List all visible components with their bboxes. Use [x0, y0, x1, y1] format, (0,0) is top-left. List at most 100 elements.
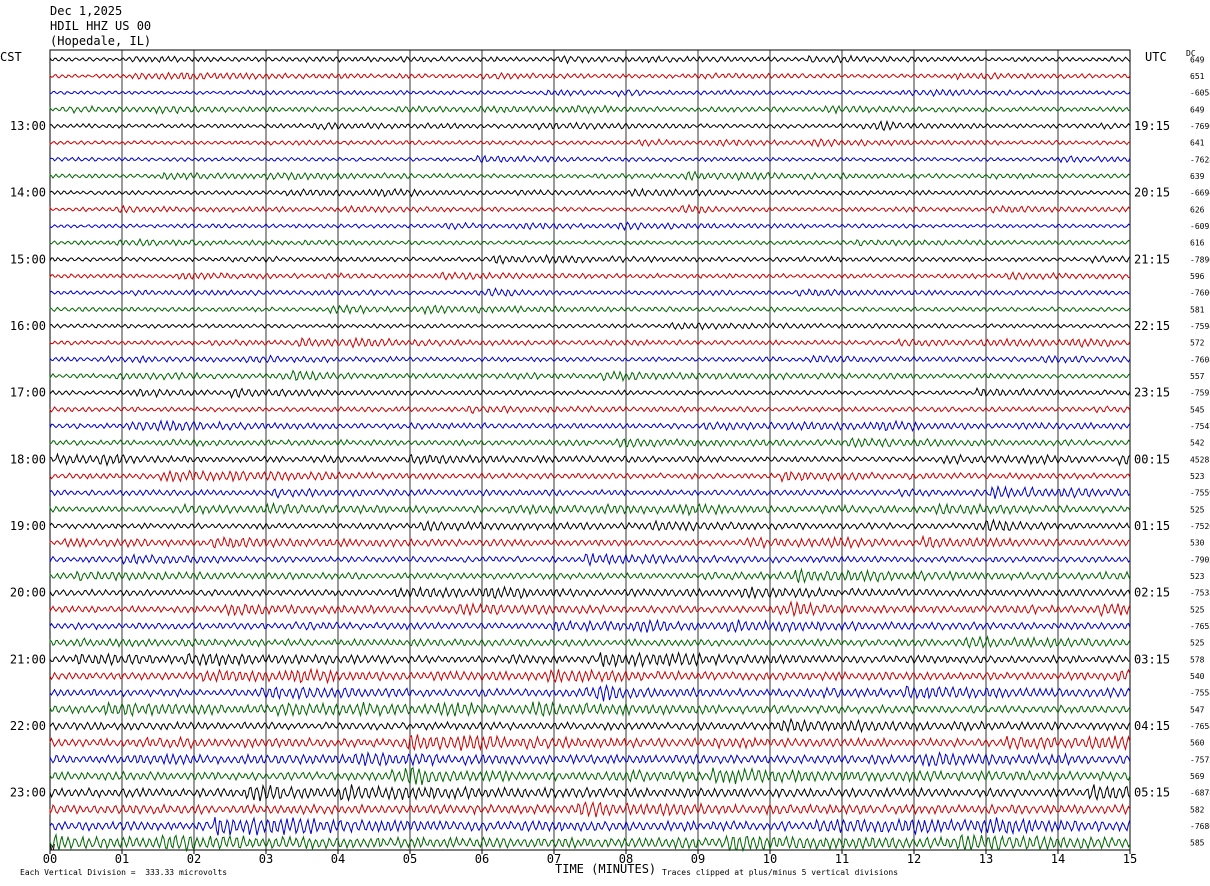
seismic-trace — [49, 88, 1131, 98]
dc-offset-label: 582 — [1190, 805, 1205, 814]
dc-offset-label: -7653 — [1190, 622, 1210, 631]
dc-offset-label: -7559 — [1190, 489, 1210, 498]
cst-hour-label: 14:00 — [10, 186, 46, 200]
utc-hour-label: 21:15 — [1134, 252, 1170, 266]
utc-hour-label: 03:15 — [1134, 652, 1170, 666]
utc-hour-label: 22:15 — [1134, 319, 1170, 333]
dc-offset-label: -6095 — [1190, 222, 1210, 231]
dc-offset-label: 585 — [1190, 839, 1205, 848]
seismic-trace — [49, 170, 1131, 182]
seismic-trace — [49, 452, 1131, 467]
x-axis-label: TIME (MINUTES) — [555, 862, 657, 876]
seismic-trace — [49, 237, 1131, 247]
cst-hour-label: 23:00 — [10, 786, 46, 800]
x-tick-label: 02 — [187, 852, 201, 866]
x-tick-label: 00 — [43, 852, 57, 866]
seismic-trace — [49, 386, 1131, 399]
seismic-trace — [49, 187, 1131, 198]
dc-label: DC — [1186, 49, 1196, 58]
seismic-trace — [49, 518, 1131, 532]
seismic-trace — [49, 783, 1131, 802]
dc-offset-label: 525 — [1190, 639, 1205, 648]
cst-hour-label: 16:00 — [10, 319, 46, 333]
dc-offset-label: -6878 — [1190, 789, 1210, 798]
x-tick-label: 01 — [115, 852, 129, 866]
seismic-trace — [49, 717, 1131, 734]
seismic-trace — [49, 419, 1131, 433]
seismic-trace — [49, 203, 1131, 214]
dc-offset-label: 596 — [1190, 272, 1205, 281]
dc-offset-label: 525 — [1190, 605, 1205, 614]
seismic-trace — [49, 618, 1131, 634]
utc-hour-label: 05:15 — [1134, 786, 1170, 800]
seismic-trace — [49, 303, 1131, 316]
seismic-trace — [49, 800, 1131, 818]
x-tick-label: 06 — [475, 852, 489, 866]
right-zone-label: UTC — [1145, 50, 1167, 64]
plot-date: Dec 1,2025 — [50, 4, 123, 18]
utc-hour-label: 00:15 — [1134, 452, 1170, 466]
plot-frame — [49, 49, 1131, 851]
dc-offset-label: 581 — [1190, 305, 1205, 314]
x-tick-label: 04 — [331, 852, 345, 866]
seismic-trace — [49, 484, 1131, 499]
dc-offset-label: 649 — [1190, 55, 1205, 64]
x-tick-label: 12 — [907, 852, 921, 866]
dc-offset-label: 572 — [1190, 339, 1205, 348]
utc-hour-label: 04:15 — [1134, 719, 1170, 733]
cst-hour-label: 15:00 — [10, 252, 46, 266]
station-code: HDIL HHZ US 00 — [50, 19, 152, 33]
dc-offset-label: -7547 — [1190, 422, 1210, 431]
seismic-trace — [49, 336, 1131, 349]
seismic-trace — [49, 501, 1131, 517]
dc-offset-label: 641 — [1190, 139, 1205, 148]
dc-offset-label: 547 — [1190, 705, 1205, 714]
dc-offset-label: 545 — [1190, 405, 1205, 414]
left-zone-label: CST — [0, 50, 22, 64]
dc-offset-label: -7680 — [1190, 822, 1210, 831]
seismic-trace — [49, 651, 1131, 669]
x-tick-label: 09 — [691, 852, 705, 866]
seismic-trace — [49, 221, 1131, 232]
dc-offset-label: 616 — [1190, 239, 1205, 248]
cst-hour-label: 13:00 — [10, 119, 46, 133]
x-tick-label: 11 — [835, 852, 849, 866]
dc-offset-label: -6694 — [1190, 189, 1210, 198]
seismic-trace — [49, 585, 1131, 600]
seismic-trace — [49, 816, 1131, 836]
seismic-trace — [49, 104, 1131, 115]
utc-hour-label: 23:15 — [1134, 386, 1170, 400]
x-tick-label: 03 — [259, 852, 273, 866]
seismic-trace — [49, 832, 1131, 853]
x-tick-label: 14 — [1051, 852, 1065, 866]
dc-offset-label: -7558 — [1190, 689, 1210, 698]
seismic-trace — [49, 634, 1131, 649]
dc-offset-label: -7690 — [1190, 122, 1210, 131]
dc-offset-label: 560 — [1190, 739, 1205, 748]
dc-offset-label: -7896 — [1190, 255, 1210, 264]
dc-offset-label: 569 — [1190, 772, 1205, 781]
dc-offset-label: -7628 — [1190, 155, 1210, 164]
cst-hour-label: 18:00 — [10, 452, 46, 466]
dc-offset-label: 626 — [1190, 205, 1205, 214]
scale-note: Each Vertical Division = 333.33 microvol… — [20, 868, 228, 877]
dc-offset-label: 557 — [1190, 372, 1205, 381]
seismic-trace — [49, 534, 1131, 550]
x-tick-label: 13 — [979, 852, 993, 866]
seismic-trace — [49, 405, 1131, 415]
dc-offset-label: 649 — [1190, 105, 1205, 114]
dc-offset-label: 523 — [1190, 572, 1205, 581]
cst-hour-label: 17:00 — [10, 386, 46, 400]
dc-offset-label: -7594 — [1190, 322, 1210, 331]
seismic-trace — [49, 567, 1131, 584]
seismic-trace — [49, 667, 1131, 685]
cst-hour-label: 21:00 — [10, 652, 46, 666]
dc-offset-label: 4528 — [1190, 455, 1209, 464]
dc-offset-label: 542 — [1190, 439, 1205, 448]
seismic-trace — [49, 600, 1131, 618]
seismic-trace — [49, 138, 1131, 148]
utc-hour-label: 20:15 — [1134, 186, 1170, 200]
x-tick-label: 10 — [763, 852, 777, 866]
